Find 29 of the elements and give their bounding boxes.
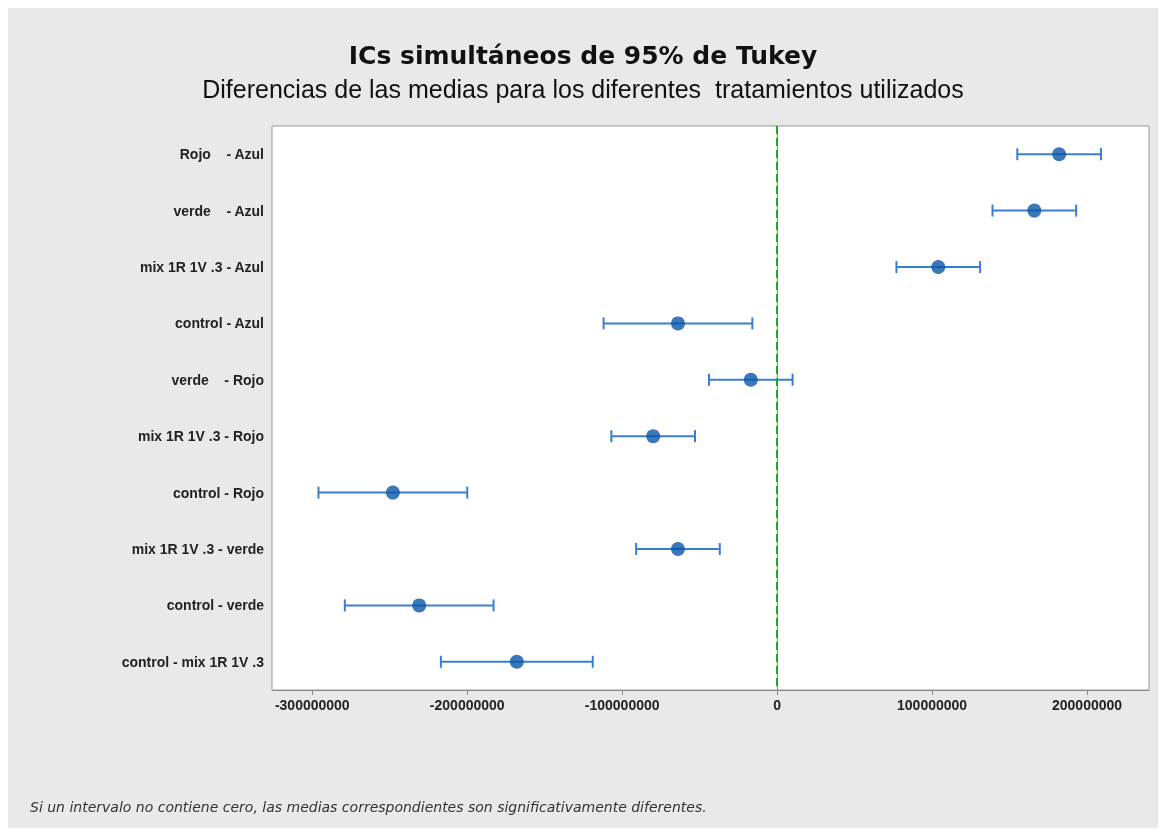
point [509,654,524,669]
y-tick-label: control - Rojo [173,484,264,501]
point [670,542,685,556]
x-tick-label: 100000000 [897,697,968,713]
x-tick-label: -100000000 [584,697,660,713]
x-tick-label: 0 [773,697,782,713]
point [646,429,661,444]
point [743,372,758,387]
y-tick-label: mix 1R 1V .3 - Rojo [137,428,264,445]
x-tick-label: -300000000 [274,697,350,713]
y-tick-label: mix 1R 1V .3 - verde [131,541,265,557]
y-tick-label: mix 1R 1V .3 - Azul [140,259,264,275]
chart-title: ICs simultáneos de 95% de Tukey [348,41,818,70]
point [670,316,685,331]
chart-subtitle: Diferencias de las medias para los diferentes tratamientos utilizados [202,74,964,103]
y-tick-label: control - mix 1R 1V .3 [121,653,265,670]
x-tick-label: 200000000 [1051,697,1123,713]
y-tick-label: control - verde [166,597,265,614]
y-tick-label: Rojo - Azul [179,146,264,163]
y-tick-label: verde - Azul [173,202,264,219]
text: Si un intervalo no contiene cero, las medias correspondientes son significativamente diferentes. [30,799,707,815]
x-tick-label: -200000000 [429,697,505,713]
point [931,260,946,274]
point [1052,147,1067,162]
y-tick-label: verde - Rojo [171,371,264,388]
y-tick-label: control - Azul [175,315,264,332]
point [1027,203,1042,218]
point [412,598,427,613]
point [385,485,400,500]
